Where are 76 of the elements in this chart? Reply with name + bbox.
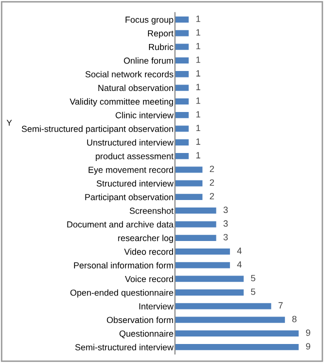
bar bbox=[174, 126, 189, 132]
bar bbox=[174, 276, 244, 282]
data-label: 9 bbox=[306, 329, 310, 336]
bar bbox=[174, 248, 230, 255]
y-tick-label: product assessment bbox=[96, 152, 174, 162]
data-label: 5 bbox=[250, 274, 256, 282]
y-tick-label: Validity committee meeting bbox=[70, 98, 174, 106]
y-tick-label: Participant observation bbox=[85, 194, 174, 202]
data-label: 1 bbox=[196, 16, 200, 22]
y-tick-label: Document and archive data bbox=[67, 221, 174, 228]
y-tick-label: Observation form bbox=[106, 316, 173, 324]
bar bbox=[174, 71, 189, 78]
y-tick-label: Interview bbox=[139, 302, 174, 310]
bar bbox=[174, 262, 230, 268]
data-label: 1 bbox=[196, 98, 200, 104]
y-tick-label: Semi-structured participant observation bbox=[22, 126, 174, 134]
data-label: 2 bbox=[210, 192, 214, 200]
bar bbox=[174, 180, 202, 186]
y-tick-label: Open-ended questionnaire bbox=[70, 289, 174, 298]
y-tick-label: Online forum bbox=[124, 57, 173, 64]
bar bbox=[174, 98, 189, 104]
data-label: 1 bbox=[196, 124, 200, 132]
data-label: 1 bbox=[196, 111, 200, 118]
data-label: 1 bbox=[196, 42, 200, 50]
bar bbox=[174, 84, 189, 91]
y-tick-label: Focus group bbox=[126, 16, 174, 25]
y-tick-label: Rubric bbox=[149, 44, 174, 50]
data-label: 1 bbox=[196, 138, 200, 145]
data-label: 9 bbox=[306, 343, 310, 350]
data-label: 3 bbox=[223, 220, 228, 227]
data-label: 1 bbox=[196, 29, 200, 36]
y-tick-label: Screenshot bbox=[130, 207, 174, 214]
data-label: 2 bbox=[210, 179, 214, 186]
y-tick-label: Voice record bbox=[124, 276, 174, 282]
data-label: 8 bbox=[292, 316, 296, 322]
data-label: 1 bbox=[196, 152, 200, 158]
y-tick-label: Structured interview bbox=[96, 180, 174, 187]
y-tick-label: Social network records bbox=[85, 70, 174, 78]
bar bbox=[174, 44, 189, 50]
bar bbox=[174, 30, 189, 36]
data-label: 3 bbox=[223, 206, 228, 214]
data-label: 5 bbox=[250, 288, 256, 295]
data-label: 1 bbox=[196, 84, 200, 90]
data-label: 4 bbox=[237, 248, 242, 254]
y-tick-label: Eye movement record bbox=[88, 166, 174, 175]
bar bbox=[174, 303, 272, 310]
y-tick-label: Video record bbox=[124, 248, 174, 255]
y-tick-label: Unstructured interview bbox=[87, 139, 174, 146]
bar bbox=[174, 194, 202, 200]
bar bbox=[174, 16, 189, 23]
y-tick-label: Clinic interview bbox=[116, 112, 174, 118]
y-tick-label: Natural observation bbox=[98, 84, 174, 92]
bar bbox=[174, 152, 189, 160]
data-label: 4 bbox=[237, 261, 242, 268]
y-tick-label: Personal information form bbox=[74, 262, 173, 268]
bar bbox=[174, 57, 189, 64]
data-label: 1 bbox=[196, 70, 200, 76]
y-tick-label: Semi-structured interview bbox=[75, 344, 174, 350]
data-label: 2 bbox=[210, 166, 214, 172]
bar bbox=[174, 139, 189, 146]
data-label: 3 bbox=[223, 234, 228, 240]
y-tick-label: Questionnaire bbox=[120, 330, 174, 338]
bar bbox=[174, 221, 216, 228]
data-label: 7 bbox=[278, 302, 283, 308]
bar bbox=[174, 208, 216, 214]
bar bbox=[174, 166, 202, 173]
y-tick-label: researcher log bbox=[118, 234, 174, 243]
bar bbox=[174, 234, 216, 241]
data-label: 1 bbox=[196, 56, 200, 63]
bar bbox=[174, 344, 299, 350]
bar bbox=[174, 289, 244, 296]
y-tick-label: Report bbox=[148, 30, 174, 38]
bar bbox=[174, 112, 189, 118]
bar bbox=[174, 316, 285, 323]
y-axis-title: Y bbox=[6, 120, 12, 126]
bar bbox=[174, 330, 299, 337]
